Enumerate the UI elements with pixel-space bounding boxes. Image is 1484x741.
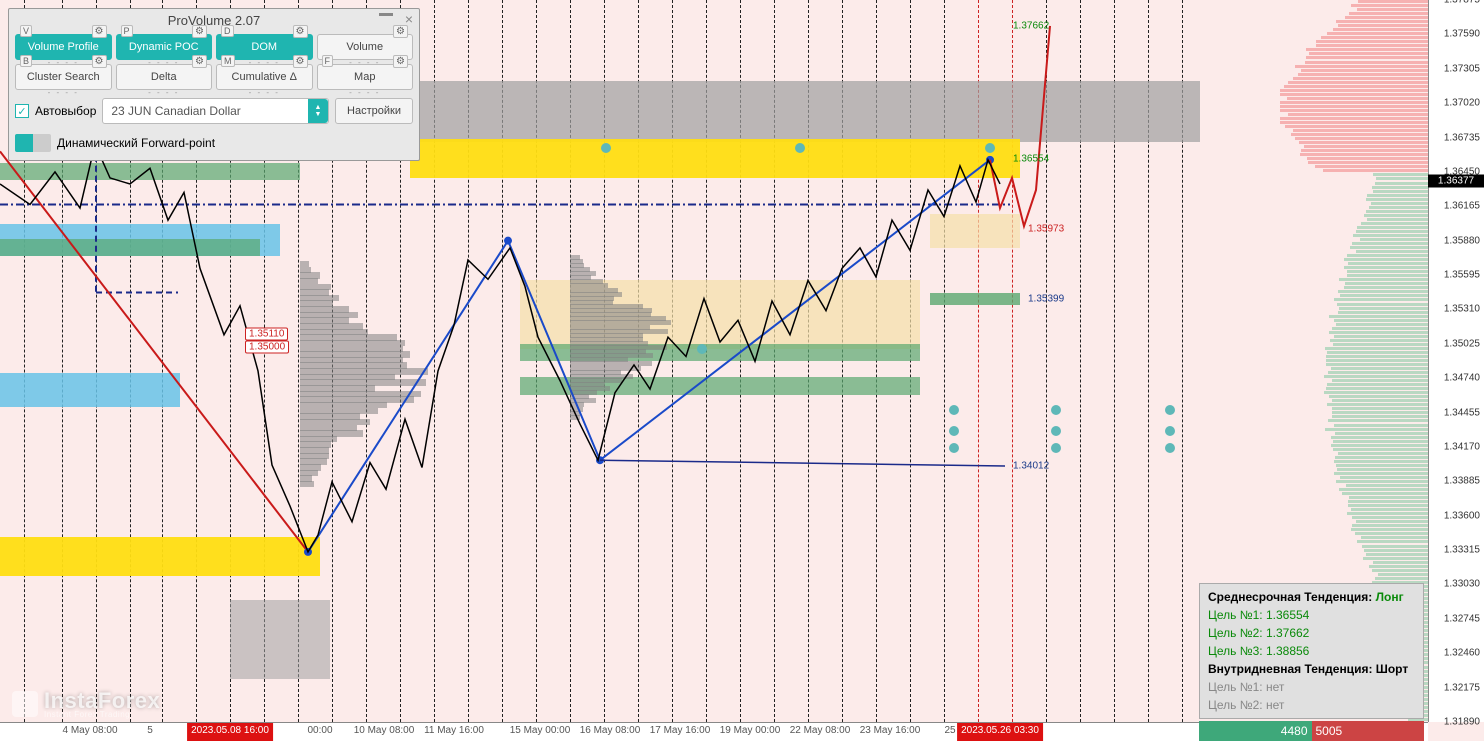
- target-mid-1: Цель №1: 1.36554: [1208, 606, 1415, 624]
- price-axis: 1.378751.375901.373051.370201.367351.364…: [1428, 0, 1484, 722]
- provolume-panel[interactable]: ProVolume 2.07 × V⚙Volume Profile- - - -…: [8, 8, 420, 161]
- panel-toggle-row: Динамический Forward-point: [9, 130, 419, 160]
- time-tick: 19 May 00:00: [720, 725, 781, 736]
- trend-infobox: Среднесрочная Тенденция: Лонг Цель №1: 1…: [1199, 583, 1424, 719]
- price-tick: 1.33030: [1444, 579, 1480, 590]
- target-intra-1: Цель №1: нет: [1208, 678, 1415, 696]
- price-tick: 1.33600: [1444, 510, 1480, 521]
- price-tick: 1.35025: [1444, 338, 1480, 349]
- price-tick: 1.33315: [1444, 545, 1480, 556]
- price-label: 1.35973: [1025, 224, 1067, 235]
- price-tick: 1.37590: [1444, 29, 1480, 40]
- instaforex-logo: InstaForex Instant Forex Trading: [12, 688, 160, 719]
- time-tick: 11 May 16:00: [424, 725, 484, 736]
- panel-button[interactable]: M⚙Cumulative Δ- - - -: [216, 64, 313, 90]
- price-tick: 1.37305: [1444, 63, 1480, 74]
- trend-intra-value: Шорт: [1376, 662, 1408, 676]
- price-tick: 1.34170: [1444, 441, 1480, 452]
- logo-icon: [12, 691, 38, 717]
- panel-button[interactable]: B⚙Cluster Search- - - -: [15, 64, 112, 90]
- trend-intra-label: Внутридневная Тенденция:: [1208, 662, 1372, 676]
- forward-point-label: Динамический Forward-point: [57, 136, 215, 150]
- price-tick: 1.37020: [1444, 98, 1480, 109]
- trend-mid-label: Среднесрочная Тенденция:: [1208, 590, 1372, 604]
- price-tick: 1.34455: [1444, 407, 1480, 418]
- auto-label: Автовыбор: [35, 104, 96, 118]
- time-tick: 5: [147, 725, 153, 736]
- price-tick: 1.33885: [1444, 476, 1480, 487]
- panel-select-row: ✓ Автовыбор 23 JUN Canadian Dollar ▲▼ На…: [9, 92, 419, 130]
- minimize-icon[interactable]: [379, 13, 393, 16]
- auto-checkbox[interactable]: ✓: [15, 104, 29, 118]
- time-tick: 10 May 08:00: [354, 725, 415, 736]
- price-tick: 1.36165: [1444, 201, 1480, 212]
- price-label: 1.36554: [1010, 154, 1052, 165]
- price-current: 1.36377: [1428, 174, 1484, 187]
- symbol-select[interactable]: 23 JUN Canadian Dollar ▲▼: [102, 98, 329, 124]
- time-highlight: 2023.05.08 16:00: [187, 723, 273, 741]
- price-label: 1.37662: [1010, 20, 1052, 31]
- price-label: 1.35110: [245, 327, 288, 340]
- price-tick: 1.35310: [1444, 304, 1480, 315]
- price-tick: 1.35595: [1444, 270, 1480, 281]
- price-tick: 1.31890: [1444, 717, 1480, 728]
- time-tick: 4 May 08:00: [62, 725, 117, 736]
- counter-red: 5005: [1312, 721, 1425, 741]
- button-row-1: V⚙Volume Profile- - - -P⚙Dynamic POC- - …: [9, 32, 419, 62]
- volume-counters: 4480 5005: [1199, 721, 1424, 741]
- time-tick: 25: [944, 725, 955, 736]
- price-label: 1.35000: [245, 340, 289, 353]
- price-tick: 1.34740: [1444, 373, 1480, 384]
- price-tick: 1.32460: [1444, 648, 1480, 659]
- time-tick: 23 May 16:00: [860, 725, 921, 736]
- settings-button[interactable]: Настройки: [335, 98, 413, 124]
- price-tick: 1.32745: [1444, 613, 1480, 624]
- panel-button[interactable]: F⚙Map- - - -: [317, 64, 414, 90]
- price-tick: 1.37875: [1444, 0, 1480, 6]
- target-mid-3: Цель №3: 1.38856: [1208, 642, 1415, 660]
- panel-button[interactable]: ⚙Delta- - - -: [116, 64, 213, 90]
- time-tick: 17 May 16:00: [650, 725, 711, 736]
- trend-mid-header: Среднесрочная Тенденция: Лонг: [1208, 588, 1415, 606]
- select-arrows-icon[interactable]: ▲▼: [308, 99, 328, 123]
- button-row-2: B⚙Cluster Search- - - -⚙Delta- - - -M⚙Cu…: [9, 62, 419, 92]
- target-intra-2: Цель №2: нет: [1208, 696, 1415, 714]
- price-tick: 1.35880: [1444, 235, 1480, 246]
- price-label: 1.34012: [1010, 461, 1052, 472]
- panel-title: ProVolume 2.07 ×: [9, 9, 419, 32]
- trend-mid-value: Лонг: [1376, 590, 1404, 604]
- time-tick: 16 May 08:00: [580, 725, 641, 736]
- price-tick: 1.36735: [1444, 132, 1480, 143]
- time-tick: 00:00: [307, 725, 332, 736]
- symbol-select-text: 23 JUN Canadian Dollar: [103, 99, 308, 123]
- time-tick: 15 May 00:00: [510, 725, 571, 736]
- time-highlight: 2023.05.26 03:30: [957, 723, 1043, 741]
- time-tick: 22 May 08:00: [790, 725, 851, 736]
- panel-title-text: ProVolume 2.07: [168, 13, 261, 28]
- chart-container: 1.37662 1.36554 1.35973 1.35399 1.34012 1.351…: [0, 0, 1484, 741]
- forward-point-toggle[interactable]: [15, 134, 51, 152]
- counter-green: 4480: [1199, 721, 1312, 741]
- price-label: 1.35399: [1025, 293, 1067, 304]
- price-tick: 1.32175: [1444, 682, 1480, 693]
- target-mid-2: Цель №2: 1.37662: [1208, 624, 1415, 642]
- trend-intra-header: Внутридневная Тенденция: Шорт: [1208, 660, 1415, 678]
